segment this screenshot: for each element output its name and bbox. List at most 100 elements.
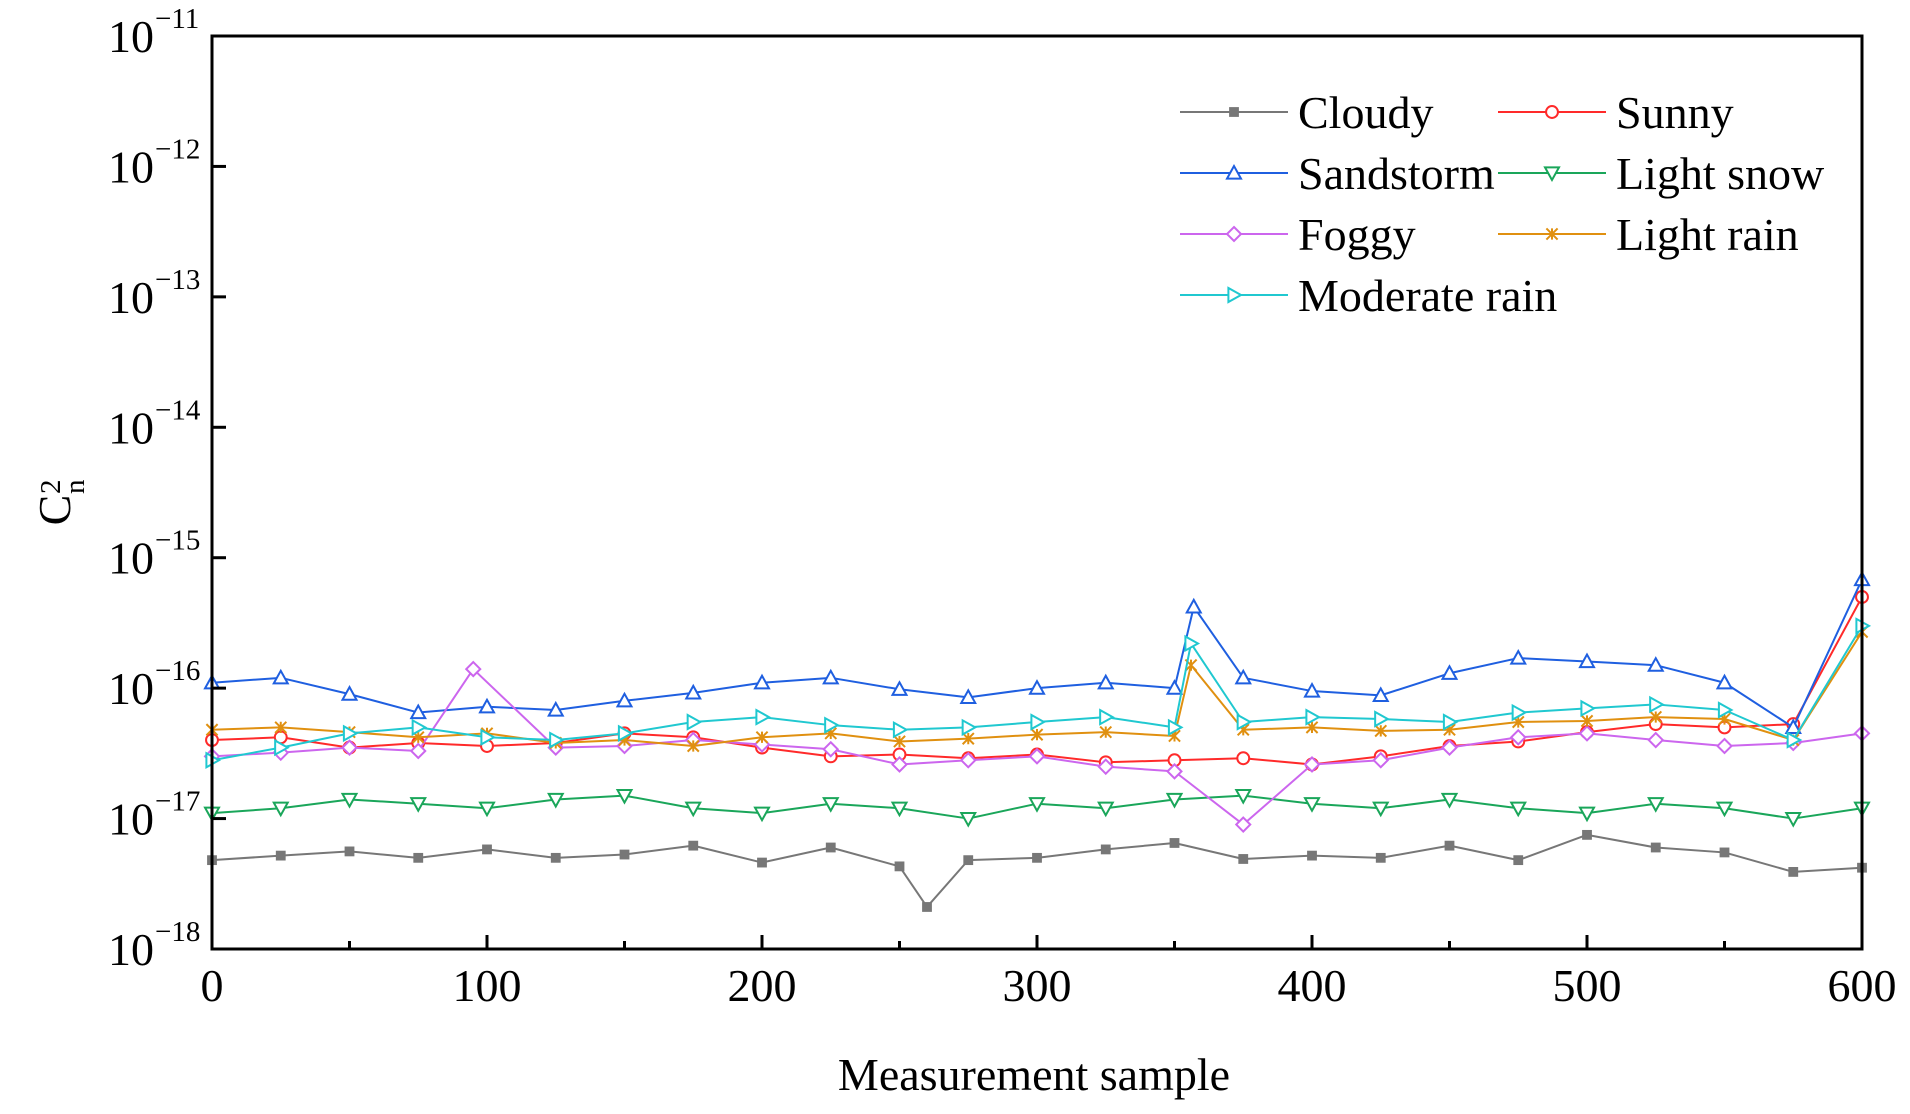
data-point [1307, 850, 1317, 861]
data-point [961, 718, 978, 737]
data-point [1184, 634, 1201, 653]
x-tick-label-0: 0 [201, 960, 224, 1011]
data-point [757, 857, 767, 868]
data-point [1511, 703, 1528, 722]
legend-label: Foggy [1298, 209, 1416, 260]
data-point [1028, 679, 1046, 695]
legend-label: Sandstorm [1298, 148, 1495, 199]
data-point [1374, 710, 1390, 728]
y-tick-label: 10 −14 [108, 394, 201, 453]
y-tick-label: 10 −15 [108, 525, 200, 584]
data-point [619, 849, 630, 860]
data-point [617, 724, 634, 743]
data-point [1715, 801, 1734, 818]
data-point [272, 668, 290, 685]
data-point [272, 801, 290, 818]
data-point [822, 668, 840, 685]
data-point [963, 855, 974, 866]
data-point [1440, 664, 1459, 680]
legend-marker [1225, 225, 1243, 243]
data-point [413, 852, 424, 863]
data-point [1444, 840, 1455, 851]
data-point [1097, 673, 1115, 690]
y-tick-label-base: 10 [108, 533, 154, 584]
data-point [1509, 801, 1527, 818]
data-point [1100, 844, 1111, 855]
y-tick-label: 10 −12 [108, 133, 200, 192]
data-point [894, 861, 905, 872]
y-tick-label-exp: −12 [155, 133, 200, 165]
legend-marker [1229, 107, 1239, 117]
data-point [755, 708, 772, 726]
legend-item-light-snow: Light snow [1498, 148, 1825, 199]
legend-item-moderate-rain: Moderate rain [1180, 270, 1557, 321]
y-axis-title-base: C [29, 495, 80, 526]
data-point [409, 797, 427, 813]
data-point [1441, 739, 1458, 757]
data-point [547, 792, 565, 809]
data-point [1647, 731, 1665, 749]
data-point [1580, 699, 1597, 718]
data-point [1234, 668, 1252, 685]
y-tick-label: 10 −16 [108, 655, 200, 714]
y-tick-label-base: 10 [108, 141, 154, 192]
data-point [1028, 747, 1046, 765]
data-point [1719, 847, 1730, 858]
data-point [1509, 649, 1527, 665]
x-axis: 0 100 200 300 400 500 600 [201, 935, 1897, 1011]
data-point [890, 801, 909, 818]
data-point [615, 789, 634, 805]
data-point [340, 685, 359, 701]
data-point [1372, 751, 1390, 769]
data-point [411, 718, 428, 737]
data-point [1715, 673, 1734, 690]
legend-item-light-rain: Light rain [1498, 209, 1799, 260]
series-line [211, 579, 1863, 729]
data-point [464, 660, 482, 678]
data-point [1578, 806, 1596, 823]
data-point [686, 739, 700, 753]
y-tick-label: 10 −17 [108, 786, 200, 845]
data-point [1303, 681, 1321, 698]
data-point [1030, 728, 1044, 741]
data-point [890, 680, 909, 696]
data-point [922, 902, 932, 912]
data-point [1786, 731, 1803, 749]
x-tick-label-500: 500 [1553, 960, 1622, 1011]
data-point [684, 801, 702, 818]
y-tick-label-base: 10 [108, 272, 154, 323]
legend-label: Sunny [1616, 87, 1734, 138]
data-point [1165, 792, 1184, 809]
data-point [275, 850, 286, 861]
data-point [478, 697, 496, 714]
data-point [615, 691, 634, 708]
data-point [959, 811, 977, 828]
y-tick-label-exp: −15 [155, 525, 200, 557]
data-point [1165, 679, 1184, 695]
data-point [1099, 708, 1115, 726]
y-tick-label: 10 −13 [108, 264, 200, 323]
data-point [961, 732, 975, 745]
data-point [1717, 701, 1734, 719]
legend-marker [1225, 163, 1243, 180]
y-tick-label-base: 10 [108, 794, 154, 845]
data-point [1509, 728, 1527, 746]
data-point [1166, 762, 1183, 780]
data-point [549, 731, 565, 749]
y-tick-label-base: 10 [108, 402, 154, 453]
legend-label: Light snow [1616, 148, 1825, 199]
x-tick-label-200: 200 [728, 960, 797, 1011]
x-tick-label-300: 300 [1003, 960, 1072, 1011]
legend-item-cloudy: Cloudy [1180, 87, 1433, 138]
data-point [547, 700, 565, 717]
data-point [822, 797, 840, 813]
data-point [1097, 758, 1115, 776]
data-point [1374, 724, 1388, 738]
legend-label: Light rain [1616, 209, 1799, 260]
data-point [959, 751, 977, 769]
data-point [1578, 724, 1596, 742]
data-point [1167, 718, 1184, 737]
y-tick-label: 10 −18 [108, 916, 200, 975]
